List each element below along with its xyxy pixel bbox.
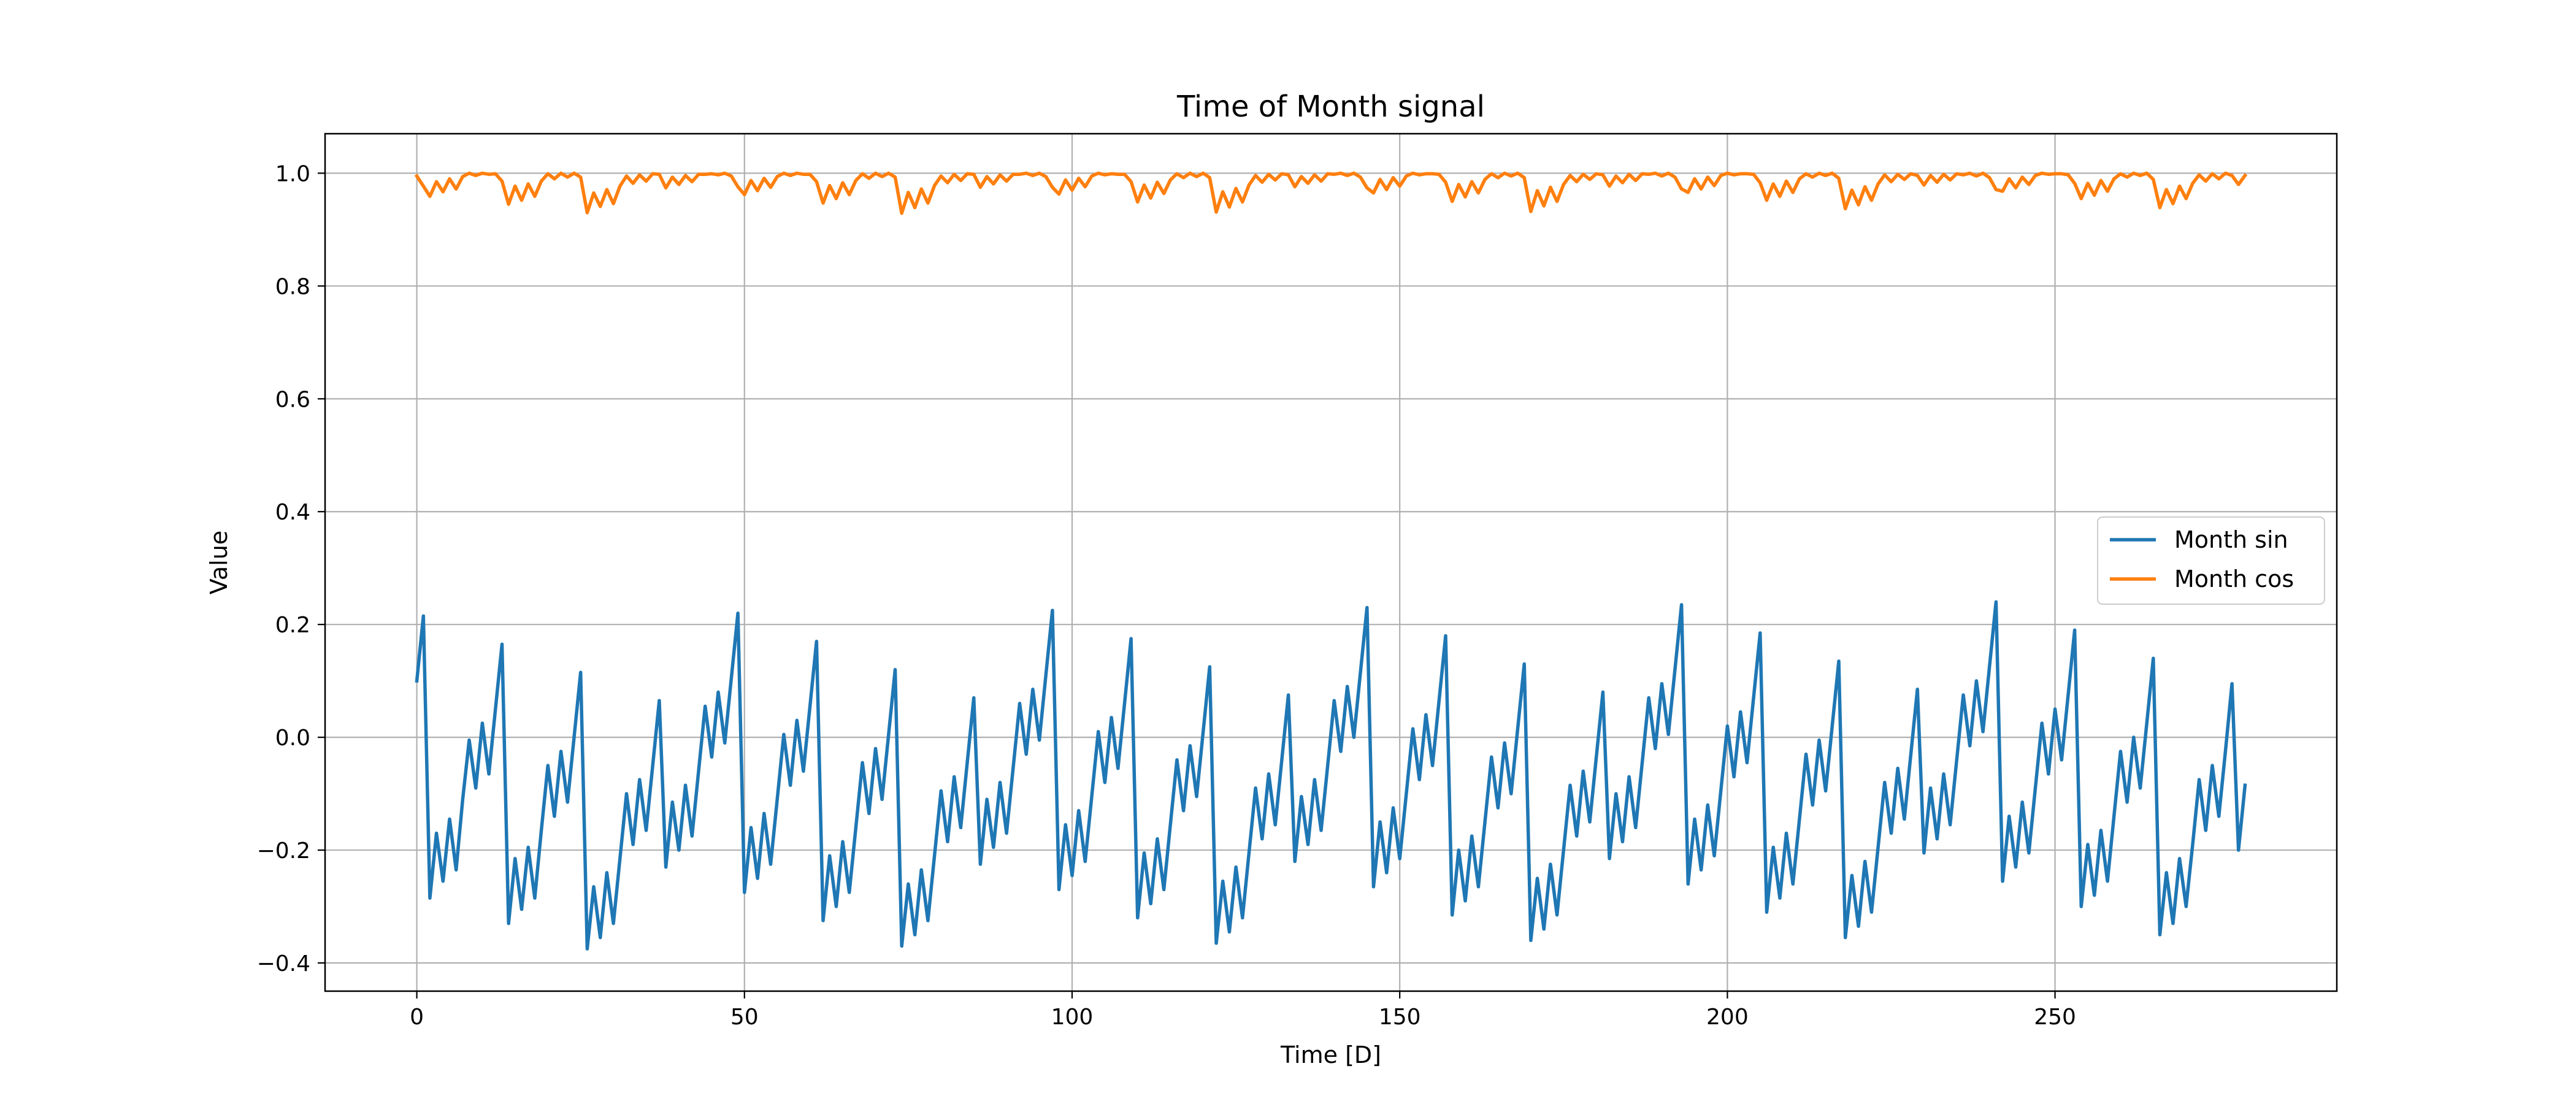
y-tick-label: 0.4: [275, 500, 310, 525]
y-tick-label: −0.2: [257, 838, 310, 864]
y-tick-label: 0.8: [275, 274, 310, 299]
legend-label: Month sin: [2174, 526, 2288, 553]
x-tick-label: 150: [1379, 1005, 1421, 1030]
y-axis-label: Value: [205, 531, 232, 594]
y-axis-ticks: −0.4 −0.2 0.0 0.2 0.4 0.6 0.8 1.0: [257, 161, 325, 976]
x-axis-label: Time [D]: [1280, 1041, 1381, 1068]
x-tick-label: 200: [1706, 1005, 1749, 1030]
x-tick-label: 0: [410, 1005, 424, 1030]
x-axis-ticks: 0 50 100 150 200 250: [410, 991, 2076, 1030]
series-line-month-sin: [415, 600, 2247, 951]
chart-title: Time of Month signal: [1176, 90, 1485, 124]
x-tick-label: 50: [730, 1005, 759, 1030]
legend-label: Month cos: [2174, 565, 2294, 592]
x-tick-label: 250: [2034, 1005, 2076, 1030]
plot-area-background: [325, 134, 2337, 991]
legend: Month sin Month cos: [2097, 516, 2325, 605]
y-tick-label: 0.6: [275, 387, 310, 412]
y-tick-label: 0.2: [275, 613, 310, 638]
y-tick-label: −0.4: [257, 951, 310, 976]
series-lines: [414, 171, 2248, 951]
y-tick-label: 1.0: [275, 161, 310, 186]
plot-frame: [324, 132, 2338, 992]
series-line-month-cos: [414, 171, 2248, 215]
y-tick-label: 0.0: [275, 726, 310, 751]
x-tick-label: 100: [1051, 1005, 1094, 1030]
